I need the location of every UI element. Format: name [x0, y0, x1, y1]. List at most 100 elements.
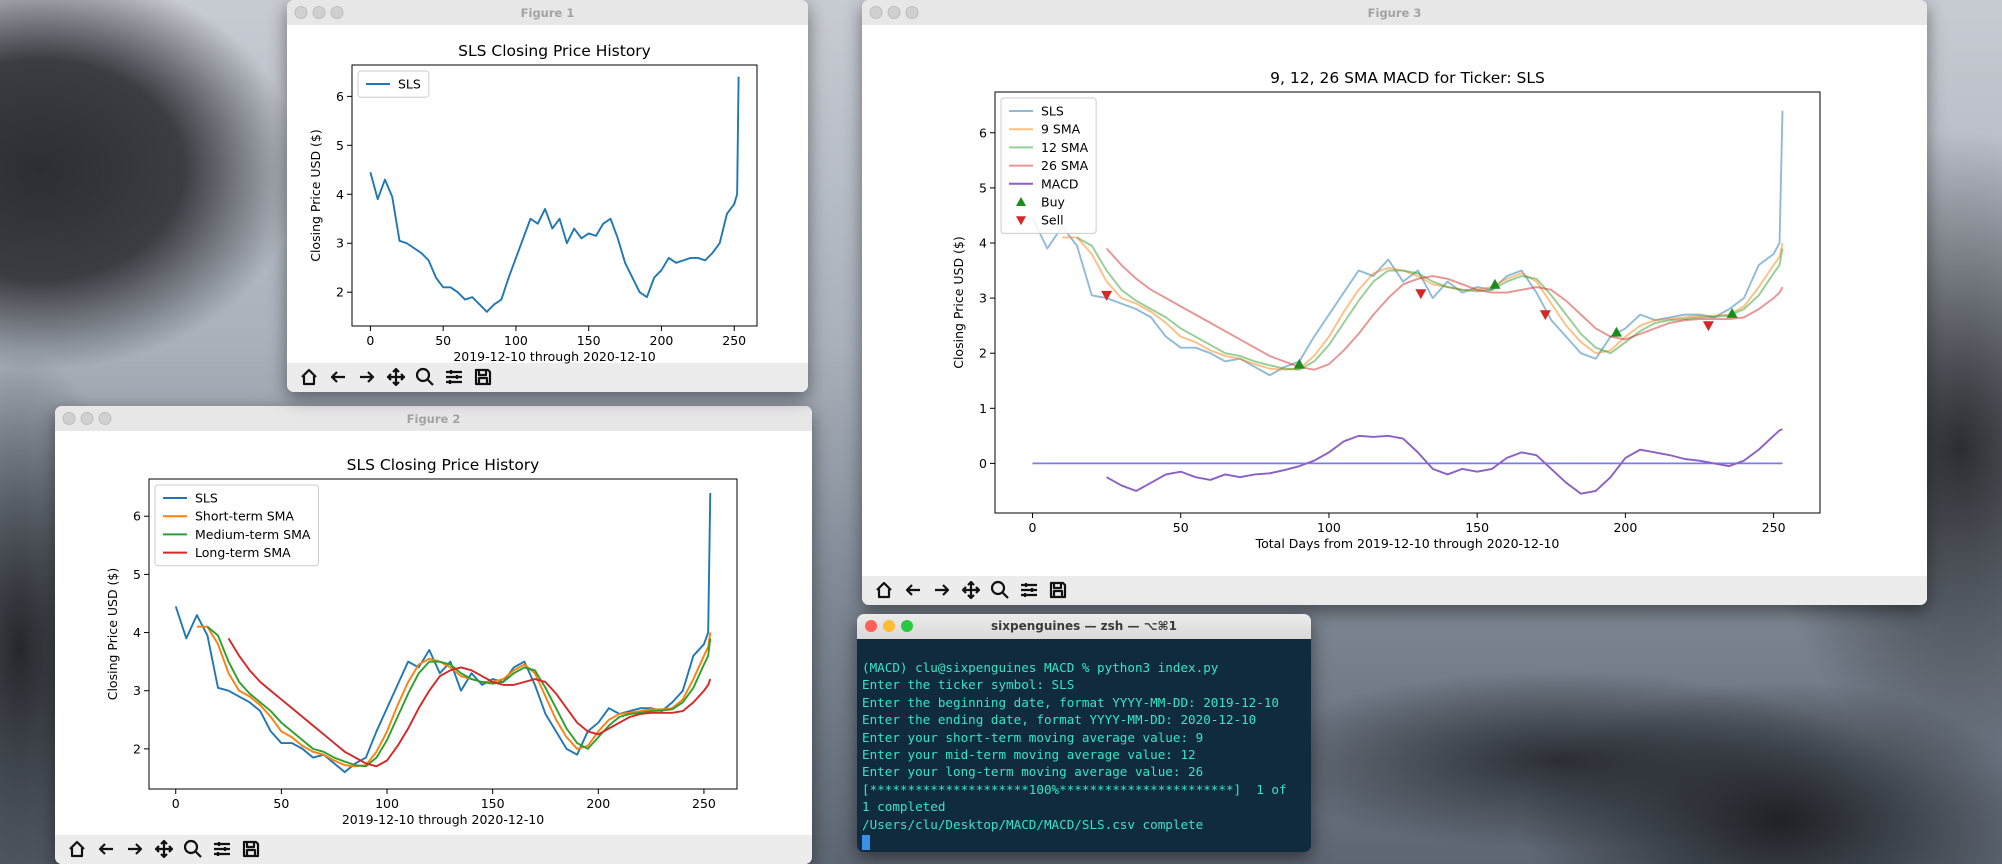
toolbar-icon	[446, 370, 462, 384]
toolbar-button[interactable]	[905, 584, 920, 596]
window-button[interactable]	[62, 412, 76, 425]
series-line	[1076, 236, 1784, 371]
y-tick-label: 5	[336, 138, 344, 153]
series-line	[1062, 236, 1784, 371]
y-tick-label: 4	[336, 187, 344, 202]
y-tick-label: 5	[979, 180, 987, 195]
x-tick-label: 50	[435, 333, 451, 348]
window-button[interactable]	[905, 6, 919, 19]
x-tick-label: 0	[366, 333, 374, 348]
terminal-line: (MACD) clu@sixpenguines MACD % python3 i…	[862, 660, 1219, 675]
x-tick-label: 150	[577, 333, 601, 348]
legend-marker	[1016, 197, 1026, 206]
terminal-line: Enter your long-term moving average valu…	[862, 764, 1204, 780]
toolbar-button[interactable]	[415, 367, 434, 386]
legend-marker	[1016, 216, 1026, 226]
series-line	[1105, 247, 1784, 371]
figure-window[interactable]: Figure 1 0 50 100 150 200 250 2 3 4 5 6 SLS Closing …	[287, 0, 808, 392]
marker	[1702, 321, 1714, 332]
window-button[interactable]	[294, 6, 308, 19]
series-line	[196, 625, 712, 768]
toolbar-icon	[1049, 581, 1067, 599]
x-axis-label: 2019-12-10 through 2020-12-10	[453, 349, 655, 364]
y-tick-label: 5	[133, 567, 141, 582]
window-button[interactable]	[330, 6, 344, 19]
toolbar-button[interactable]	[183, 839, 202, 858]
terminal-line: Enter your short-term moving average val…	[862, 729, 1204, 745]
y-tick-label: 3	[133, 683, 141, 698]
toolbar-icon	[1021, 583, 1037, 597]
y-tick-label: 3	[336, 236, 344, 251]
toolbar-button[interactable]	[474, 368, 492, 386]
figure-window[interactable]: Figure 3 0 50 100 150 200 250 0 1 2 3 4 5 6 9, 12, 26 …	[862, 0, 1927, 605]
x-tick-label: 0	[1029, 520, 1037, 535]
toolbar-button[interactable]	[360, 371, 375, 383]
x-tick-label: 100	[375, 796, 399, 811]
x-tick-label: 100	[504, 333, 528, 348]
toolbar-button[interactable]	[128, 843, 143, 855]
toolbar-icon	[128, 843, 143, 855]
figure: Figure 2 0 50 100 150 200 250 2 3 4 5 6 SLS Closing …	[55, 406, 812, 864]
terminal-line: Enter the ticker symbol: SLS	[862, 677, 1075, 693]
window-button[interactable]	[98, 412, 112, 425]
terminal-window[interactable]: sixpenguines — zsh — ⌥⌘1 (MACD) clu@sixp…	[857, 614, 1311, 852]
legend-label: SLS	[1041, 104, 1064, 119]
series-line	[227, 637, 712, 768]
window-button[interactable]	[312, 6, 326, 19]
y-tick-label: 6	[336, 89, 344, 104]
toolbar-button[interactable]	[386, 367, 406, 387]
toolbar-button[interactable]	[98, 843, 113, 855]
legend-label: 9 SMA	[1041, 122, 1081, 137]
legend-label: 12 SMA	[1041, 140, 1089, 155]
close-button[interactable]	[865, 620, 877, 632]
chart-title: SLS Closing Price History	[347, 456, 540, 474]
toolbar-icon	[474, 368, 492, 386]
legend-label: Short-term SMA	[195, 509, 294, 524]
legend-label: 26 SMA	[1041, 158, 1089, 173]
y-axis-label: Closing Price USD ($)	[951, 236, 966, 369]
toolbar-button[interactable]	[990, 580, 1009, 599]
toolbar-icon	[183, 839, 202, 858]
toolbar-icon	[301, 368, 317, 386]
legend-frame	[1000, 97, 1097, 234]
legend-label: Long-term SMA	[195, 545, 291, 560]
toolbar-icon	[876, 581, 892, 599]
toolbar-icon	[242, 840, 260, 858]
terminal-line: /Users/clu/Desktop/MACD/MACD/SLS.csv com…	[862, 816, 1204, 832]
toolbar-icon	[961, 580, 981, 600]
chart-title: 9, 12, 26 SMA MACD for Ticker: SLS	[1270, 69, 1545, 87]
figure-window[interactable]: Figure 2 0 50 100 150 200 250 2 3 4 5 6 SLS Closing …	[55, 406, 812, 864]
x-tick-label: 200	[650, 333, 674, 348]
marker	[1101, 290, 1113, 301]
x-axis-label: 2019-12-10 through 2020-12-10	[342, 812, 544, 827]
x-tick-label: 250	[1762, 520, 1786, 535]
legend-label: MACD	[1041, 176, 1078, 191]
zoom-button[interactable]	[901, 620, 913, 632]
toolbar-icon	[214, 842, 230, 856]
minimize-button[interactable]	[883, 620, 895, 632]
toolbar-button[interactable]	[446, 370, 462, 384]
toolbar-button[interactable]	[242, 840, 260, 858]
series-line	[1106, 428, 1783, 495]
toolbar-button[interactable]	[961, 580, 981, 600]
toolbar-button[interactable]	[69, 840, 85, 858]
title-bar	[862, 0, 1927, 25]
series-line	[206, 625, 712, 768]
toolbar-button[interactable]	[301, 368, 317, 386]
terminal-line: Enter the ending date, format YYYY-MM-DD…	[862, 712, 1257, 728]
toolbar-button[interactable]	[330, 371, 345, 383]
toolbar-button[interactable]	[935, 584, 950, 596]
toolbar-button[interactable]	[1049, 581, 1067, 599]
y-axis-label: Closing Price USD ($)	[308, 129, 323, 262]
window-button[interactable]	[887, 6, 901, 19]
window-button[interactable]	[80, 412, 94, 425]
toolbar-button[interactable]	[154, 839, 174, 859]
toolbar-icon	[990, 580, 1009, 599]
window-button[interactable]	[869, 6, 883, 19]
toolbar-button[interactable]	[876, 581, 892, 599]
toolbar-button[interactable]	[214, 842, 230, 856]
legend-label: Sell	[1041, 213, 1064, 228]
x-tick-label: 200	[1613, 520, 1637, 535]
y-tick-label: 1	[979, 401, 987, 416]
toolbar-button[interactable]	[1021, 583, 1037, 597]
